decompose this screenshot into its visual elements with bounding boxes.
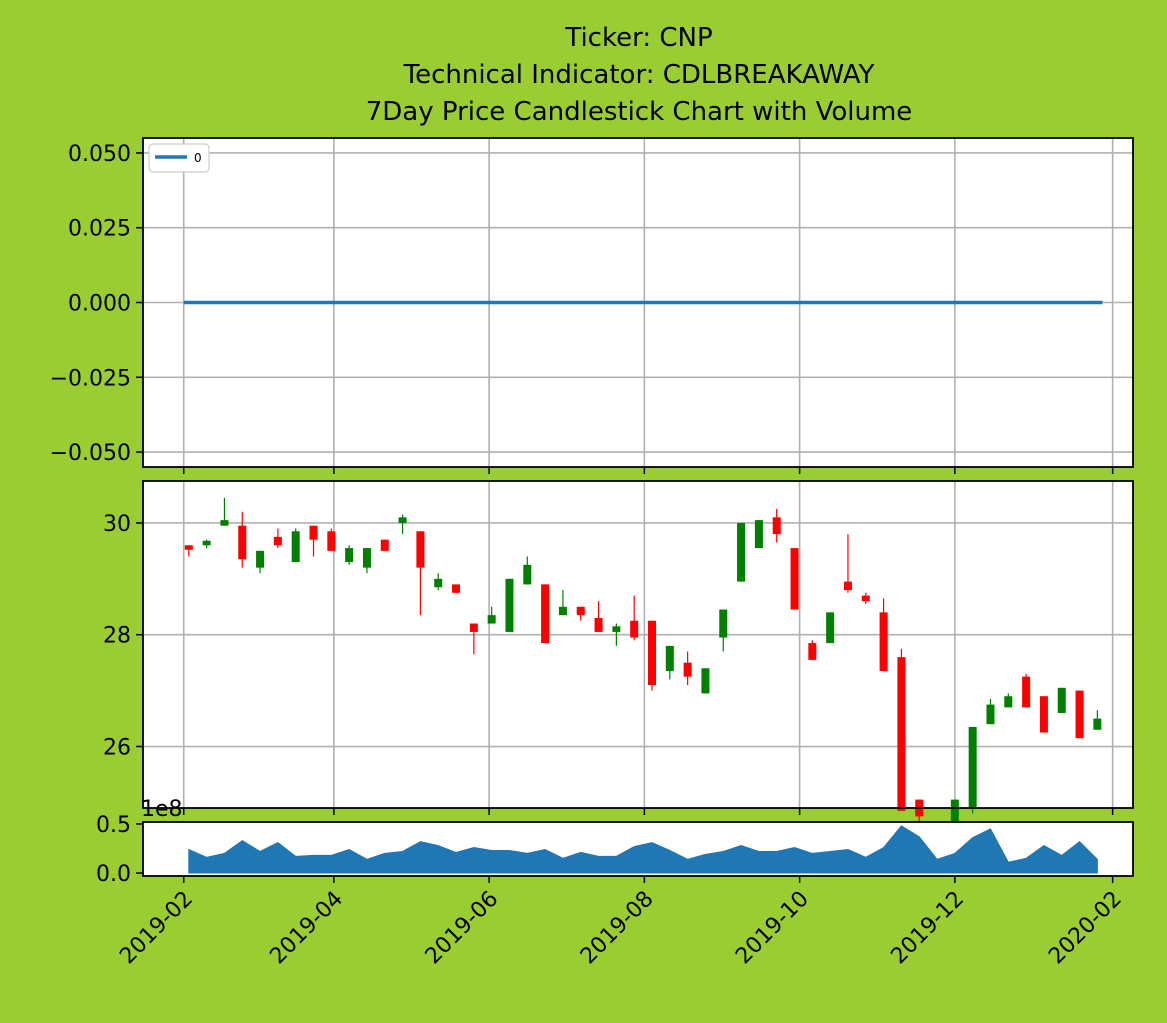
candle-body-12 (398, 517, 407, 523)
y-tick-label-2: 30 (103, 512, 131, 537)
candle-body-24 (612, 626, 621, 632)
candle-body-29 (701, 668, 710, 694)
legend: 0 (148, 143, 210, 173)
y-tick-label-1: 0.5 (96, 813, 131, 838)
legend-label: 0 (194, 151, 202, 165)
y-tick-label-3: 0.025 (68, 217, 131, 242)
candle-body-30 (719, 609, 728, 638)
plot-frame (142, 821, 1134, 877)
candle-body-40 (897, 657, 906, 811)
plot-frame (142, 137, 1134, 468)
candle-body-35 (808, 643, 817, 660)
y-tick-label-1: 28 (103, 624, 131, 649)
indicator-panel: −0.050 −0.025 0.000 0.025 0.050 0 (50, 137, 1134, 474)
candle-body-46 (1004, 696, 1013, 708)
y-tick-label-0: 26 (103, 736, 131, 761)
candle-body-4 (256, 550, 265, 568)
candle-body-13 (416, 531, 425, 568)
candle-body-45 (986, 704, 995, 725)
price-panel: 26 28 30 (103, 480, 1134, 839)
candle-body-20 (541, 584, 550, 644)
candle-body-6 (291, 531, 300, 563)
candle-body-39 (879, 612, 888, 672)
chart-title-line-1: Ticker: CNP (564, 23, 712, 53)
candle-body-19 (523, 564, 532, 585)
volume-scale-label: 1e8 (141, 797, 183, 822)
candle-body-33 (772, 517, 781, 535)
volume-area-series-0 (188, 825, 1098, 874)
candle-body-8 (327, 531, 336, 551)
candle-body-15 (452, 584, 461, 593)
candle-body-0 (184, 545, 193, 550)
candle-body-26 (647, 620, 656, 686)
candle-body-17 (487, 615, 496, 624)
candle-body-11 (380, 539, 389, 551)
candle-body-21 (558, 606, 567, 616)
plot-frame (142, 480, 1134, 809)
y-tick-label-1: −0.025 (50, 366, 131, 391)
candle-body-10 (362, 548, 371, 568)
candle-body-51 (1093, 718, 1102, 730)
candle-body-18 (505, 578, 514, 632)
candle-body-3 (238, 525, 247, 560)
volume-panel: 0.0 0.5 1e8 (96, 797, 1134, 887)
candle-body-44 (968, 726, 977, 808)
candle-body-28 (683, 662, 692, 677)
candle-body-48 (1039, 696, 1048, 733)
candle-body-49 (1057, 687, 1066, 713)
candle-body-50 (1075, 690, 1084, 739)
y-tick-label-0: −0.050 (50, 441, 131, 466)
candle-body-2 (220, 520, 229, 526)
candle-body-22 (576, 606, 585, 616)
candle-body-36 (826, 612, 835, 644)
candle-body-5 (273, 536, 282, 546)
candle-body-34 (790, 548, 799, 610)
candle-body-32 (754, 520, 763, 549)
candle-body-43 (950, 799, 959, 839)
candle-body-47 (1022, 676, 1031, 708)
candle-body-23 (594, 617, 603, 632)
candle-body-27 (665, 645, 674, 672)
candle-body-31 (737, 522, 746, 582)
candle-body-14 (434, 578, 443, 588)
y-tick-label-4: 0.050 (68, 142, 131, 167)
y-tick-label-0: 0.0 (96, 862, 131, 887)
candle-body-16 (469, 623, 478, 632)
candle-body-9 (345, 548, 354, 563)
candle-body-1 (202, 540, 211, 546)
y-tick-label-2: 0.000 (68, 292, 131, 317)
candle-body-7 (309, 525, 318, 540)
chart-title-line-3: 7Day Price Candlestick Chart with Volume (366, 97, 913, 127)
candle-body-25 (630, 620, 639, 638)
candle-body-38 (861, 595, 870, 602)
chart-title-line-2: Technical Indicator: CDLBREAKAWAY (403, 60, 875, 90)
plot-area (143, 481, 1133, 808)
candle-body-37 (843, 581, 852, 590)
